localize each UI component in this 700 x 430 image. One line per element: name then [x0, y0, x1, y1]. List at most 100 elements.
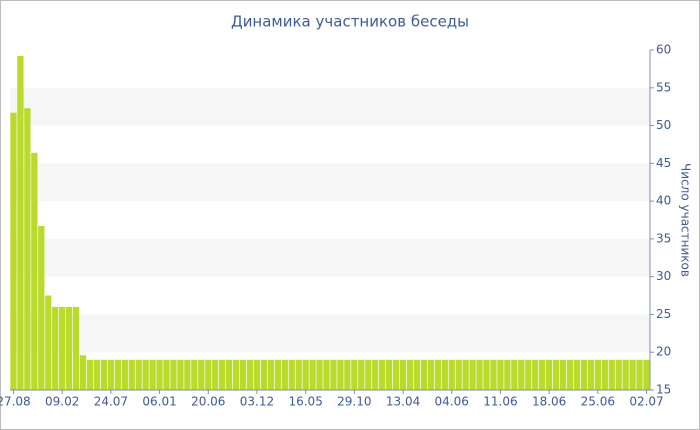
bar: [337, 359, 344, 390]
bar: [17, 56, 24, 391]
bar: [59, 306, 66, 390]
y-tick-label: 40: [656, 194, 671, 208]
bar: [539, 359, 546, 390]
bar: [441, 359, 448, 390]
bar: [525, 359, 532, 390]
bar: [267, 359, 274, 390]
bar: [427, 359, 434, 390]
y-axis-label: Число участников: [679, 163, 693, 277]
bar: [288, 359, 295, 390]
x-tick-label: 20.06: [191, 395, 225, 409]
bar: [365, 359, 372, 390]
bar: [226, 359, 233, 390]
bar: [601, 359, 608, 390]
bar: [309, 359, 316, 390]
bar: [532, 359, 539, 390]
bar: [156, 359, 163, 390]
x-tick-label: 11.06: [483, 395, 517, 409]
bar: [379, 359, 386, 390]
bar: [260, 359, 268, 390]
bar: [24, 108, 31, 390]
bar: [518, 359, 525, 390]
bar: [86, 359, 94, 390]
bar: [587, 359, 594, 390]
bar: [622, 359, 629, 390]
bar: [274, 359, 281, 390]
bar: [100, 359, 108, 390]
bar: [177, 359, 184, 390]
bar: [121, 359, 128, 390]
x-tick-label: 27.08: [0, 395, 31, 409]
bar: [615, 359, 622, 390]
x-tick-label: 04.06: [435, 395, 469, 409]
y-tick-label: 25: [656, 307, 671, 321]
bar: [643, 359, 650, 390]
bar: [559, 359, 567, 390]
bar: [399, 359, 407, 390]
bar: [205, 359, 212, 390]
bar: [128, 359, 135, 390]
bar: [420, 359, 428, 390]
bar: [330, 359, 337, 390]
bar: [281, 359, 288, 390]
bar: [184, 359, 191, 390]
bar: [406, 359, 414, 390]
x-tick-label: 18.06: [532, 395, 566, 409]
bar: [232, 359, 240, 390]
y-tick-label: 55: [656, 80, 671, 94]
x-tick-label: 06.01: [142, 395, 176, 409]
bar: [149, 359, 156, 390]
bar: [344, 359, 351, 390]
x-tick-label: 29.10: [337, 395, 371, 409]
bar: [608, 359, 615, 390]
y-tick-label: 35: [656, 231, 671, 245]
bar: [114, 359, 121, 390]
bar: [497, 359, 504, 390]
grid-band: [10, 314, 650, 353]
bar: [79, 355, 87, 390]
y-tick-label: 30: [656, 269, 671, 283]
y-tick-label: 45: [656, 156, 671, 170]
bar: [163, 359, 170, 390]
bar: [295, 359, 302, 390]
grid-band: [10, 87, 650, 126]
bar: [38, 226, 45, 390]
bar: [490, 359, 497, 390]
bar: [219, 359, 226, 390]
y-tick-label: 20: [656, 345, 671, 359]
x-tick-label: 09.02: [45, 395, 79, 409]
y-tick-label: 60: [656, 43, 671, 57]
x-tick-label: 25.06: [581, 395, 615, 409]
bar: [191, 359, 198, 390]
x-tick-label: 03.12: [240, 395, 274, 409]
bar: [52, 306, 59, 390]
bar: [392, 359, 400, 390]
bar: [546, 359, 553, 390]
bar: [566, 359, 574, 390]
bar: [107, 359, 114, 390]
bar: [358, 359, 365, 390]
grid-band: [10, 163, 650, 202]
x-tick-label: 24.07: [94, 395, 128, 409]
bar: [469, 359, 476, 390]
bar: [198, 359, 205, 390]
bar: [629, 359, 636, 390]
bar: [246, 359, 254, 390]
y-tick-label: 15: [656, 383, 671, 397]
bar: [253, 359, 261, 390]
bar: [45, 295, 52, 390]
x-tick-label: 16.05: [288, 395, 322, 409]
bar: [594, 359, 601, 390]
bar: [351, 359, 358, 390]
bar: [323, 359, 330, 390]
x-tick-label: 13.04: [386, 395, 420, 409]
bar: [316, 359, 323, 390]
bar: [552, 359, 560, 390]
bar: [476, 359, 483, 390]
bar: [413, 359, 421, 390]
bar: [142, 359, 149, 390]
bar: [302, 359, 309, 390]
bar: [448, 359, 455, 390]
bar: [462, 359, 469, 390]
